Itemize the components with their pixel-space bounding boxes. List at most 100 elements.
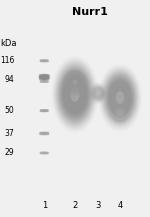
Ellipse shape — [40, 60, 49, 62]
Ellipse shape — [93, 87, 104, 100]
Ellipse shape — [40, 80, 49, 82]
Ellipse shape — [61, 71, 89, 118]
Ellipse shape — [91, 85, 105, 102]
Ellipse shape — [106, 76, 134, 119]
FancyBboxPatch shape — [40, 151, 49, 155]
Ellipse shape — [66, 73, 84, 92]
Ellipse shape — [63, 75, 87, 114]
Ellipse shape — [114, 108, 126, 120]
Ellipse shape — [38, 73, 50, 81]
Ellipse shape — [96, 91, 100, 95]
Ellipse shape — [70, 87, 80, 102]
Ellipse shape — [67, 73, 83, 92]
Ellipse shape — [58, 67, 92, 122]
Ellipse shape — [101, 68, 139, 127]
Ellipse shape — [68, 75, 82, 90]
Ellipse shape — [102, 71, 138, 125]
Ellipse shape — [115, 108, 125, 120]
Ellipse shape — [59, 69, 91, 120]
Ellipse shape — [92, 86, 105, 101]
Ellipse shape — [61, 72, 88, 117]
Ellipse shape — [39, 151, 49, 155]
FancyBboxPatch shape — [39, 132, 49, 135]
Text: 29: 29 — [5, 148, 14, 158]
Ellipse shape — [54, 60, 96, 129]
Ellipse shape — [68, 75, 82, 90]
Ellipse shape — [39, 80, 49, 83]
FancyBboxPatch shape — [40, 80, 49, 83]
Ellipse shape — [39, 74, 49, 80]
Ellipse shape — [116, 91, 124, 104]
Ellipse shape — [40, 59, 49, 62]
Text: 1: 1 — [42, 201, 48, 210]
Ellipse shape — [39, 132, 49, 135]
Ellipse shape — [73, 80, 77, 85]
Ellipse shape — [56, 62, 94, 126]
Ellipse shape — [57, 65, 93, 124]
Ellipse shape — [40, 109, 49, 112]
Ellipse shape — [39, 132, 50, 135]
Ellipse shape — [39, 132, 49, 135]
Ellipse shape — [40, 80, 49, 83]
Ellipse shape — [39, 74, 50, 80]
Ellipse shape — [100, 67, 140, 128]
Ellipse shape — [39, 80, 49, 83]
Ellipse shape — [39, 59, 49, 62]
Ellipse shape — [39, 152, 49, 154]
FancyBboxPatch shape — [40, 59, 49, 62]
Text: 94: 94 — [4, 75, 14, 84]
Ellipse shape — [39, 74, 50, 80]
Text: 50: 50 — [4, 106, 14, 115]
Ellipse shape — [93, 87, 103, 99]
Ellipse shape — [60, 70, 90, 119]
Ellipse shape — [108, 79, 132, 116]
Ellipse shape — [40, 152, 49, 154]
Ellipse shape — [114, 107, 126, 121]
Ellipse shape — [39, 74, 50, 80]
Ellipse shape — [105, 74, 135, 122]
Ellipse shape — [93, 86, 104, 100]
Ellipse shape — [115, 109, 125, 119]
Ellipse shape — [39, 109, 49, 112]
Text: 2: 2 — [72, 201, 78, 210]
Ellipse shape — [40, 152, 49, 154]
Ellipse shape — [105, 75, 135, 120]
Ellipse shape — [39, 109, 49, 112]
Ellipse shape — [67, 74, 83, 91]
Ellipse shape — [107, 77, 133, 118]
Ellipse shape — [109, 80, 131, 115]
Ellipse shape — [55, 61, 95, 128]
Ellipse shape — [38, 73, 50, 81]
Ellipse shape — [107, 78, 133, 117]
FancyBboxPatch shape — [40, 109, 49, 112]
Text: 3: 3 — [96, 201, 101, 210]
Ellipse shape — [66, 72, 84, 92]
Ellipse shape — [118, 112, 122, 116]
Ellipse shape — [39, 59, 49, 62]
Ellipse shape — [40, 59, 49, 62]
Text: 37: 37 — [4, 129, 14, 138]
Ellipse shape — [92, 86, 104, 100]
Ellipse shape — [56, 64, 94, 125]
Ellipse shape — [40, 152, 49, 154]
Ellipse shape — [113, 107, 127, 121]
Ellipse shape — [39, 132, 50, 135]
FancyBboxPatch shape — [39, 74, 50, 80]
Ellipse shape — [92, 85, 105, 101]
Ellipse shape — [58, 66, 92, 123]
Ellipse shape — [103, 72, 137, 124]
Ellipse shape — [104, 73, 136, 123]
Ellipse shape — [114, 108, 126, 120]
Ellipse shape — [40, 109, 49, 112]
Ellipse shape — [67, 74, 83, 91]
Ellipse shape — [62, 74, 88, 115]
Ellipse shape — [102, 69, 138, 126]
Ellipse shape — [40, 80, 49, 83]
Ellipse shape — [93, 87, 103, 99]
Text: kDa: kDa — [0, 39, 16, 48]
Ellipse shape — [40, 132, 49, 135]
Ellipse shape — [113, 107, 127, 121]
Text: 4: 4 — [117, 201, 123, 210]
Ellipse shape — [65, 72, 85, 93]
Text: 116: 116 — [0, 56, 14, 65]
